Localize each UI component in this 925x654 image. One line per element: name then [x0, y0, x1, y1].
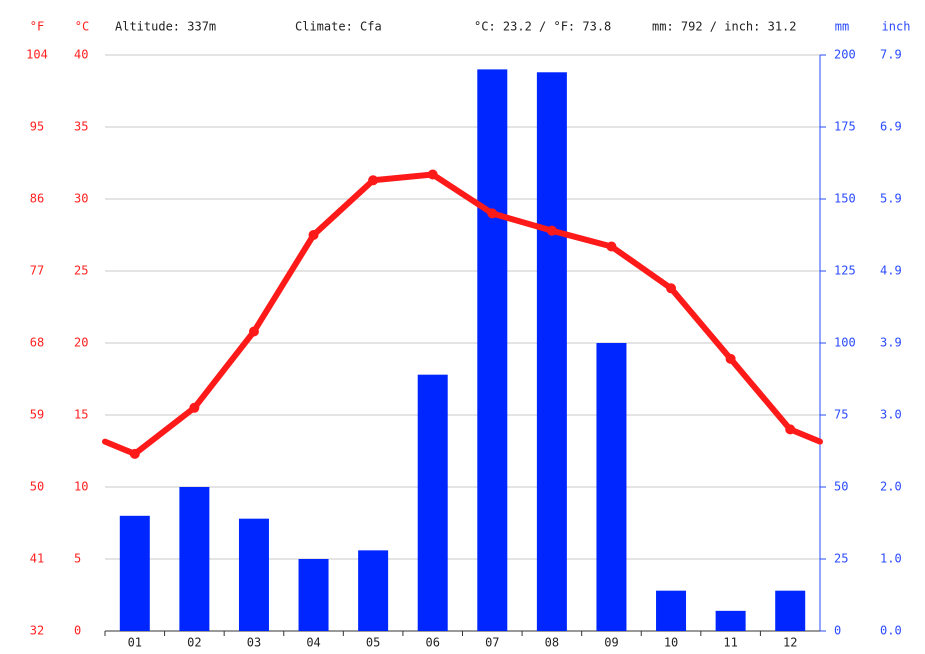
- f-tick-label: 86: [30, 192, 44, 206]
- precip-bar: [715, 610, 746, 631]
- inch-tick-label: 2.0: [880, 479, 902, 493]
- inch-tick-label: 4.9: [880, 264, 902, 278]
- temp-point: [368, 175, 379, 186]
- c-unit: °C: [75, 20, 89, 34]
- temp-point: [189, 402, 200, 413]
- x-tick-label: 10: [664, 636, 678, 650]
- x-tick-label: 06: [425, 636, 439, 650]
- x-tick-label: 07: [485, 636, 499, 650]
- x-tick-label: 09: [604, 636, 618, 650]
- temp-point: [725, 353, 736, 364]
- c-tick-label: 5: [74, 552, 81, 566]
- temp-point: [487, 208, 498, 219]
- x-tick-label: 08: [545, 636, 559, 650]
- f-tick-label: 32: [30, 624, 44, 638]
- precip-total: mm: 792 / inch: 31.2: [652, 20, 797, 34]
- f-tick-label: 104: [26, 48, 48, 62]
- c-tick-label: 25: [74, 264, 88, 278]
- f-unit: °F: [30, 20, 44, 34]
- precip-bar: [238, 518, 269, 631]
- inch-unit: inch: [882, 20, 911, 34]
- temp-edge: [787, 426, 823, 445]
- precip-bar: [536, 72, 567, 631]
- precip-bar: [656, 590, 687, 631]
- x-tick-label: 02: [187, 636, 201, 650]
- precip-bar: [119, 515, 150, 631]
- temp-point: [129, 448, 140, 459]
- x-tick-label: 12: [783, 636, 797, 650]
- inch-tick-label: 1.0: [880, 552, 902, 566]
- mm-tick-label: 25: [834, 552, 848, 566]
- precip-bar: [298, 559, 329, 631]
- f-tick-label: 59: [30, 408, 44, 422]
- f-tick-label: 68: [30, 336, 44, 350]
- temp-average: °C: 23.2 / °F: 73.8: [474, 20, 611, 34]
- precip-bar: [358, 550, 389, 631]
- inch-tick-label: 3.9: [880, 336, 902, 350]
- inch-tick-label: 0.0: [880, 624, 902, 638]
- precip-bar: [179, 487, 210, 631]
- f-tick-label: 95: [30, 120, 44, 134]
- c-tick-label: 35: [74, 120, 88, 134]
- temp-line: [132, 171, 793, 457]
- temp-edge: [102, 438, 138, 457]
- precip-bar: [596, 343, 627, 631]
- c-tick-label: 15: [74, 408, 88, 422]
- x-tick-label: 11: [723, 636, 737, 650]
- c-tick-label: 40: [74, 48, 88, 62]
- temp-point: [248, 326, 259, 337]
- x-tick-label: 05: [366, 636, 380, 650]
- c-tick-label: 10: [74, 480, 88, 494]
- inch-tick-label: 5.9: [880, 191, 902, 205]
- temp-point: [785, 424, 796, 435]
- f-tick-label: 77: [30, 264, 44, 278]
- temp-point: [546, 225, 557, 236]
- x-tick-label: 04: [306, 636, 320, 650]
- altitude: Altitude: 337m: [115, 20, 216, 34]
- mm-tick-label: 150: [834, 192, 856, 206]
- c-tick-label: 30: [74, 192, 88, 206]
- mm-tick-label: 200: [834, 48, 856, 62]
- temp-point: [606, 241, 617, 252]
- temp-point: [308, 230, 319, 240]
- mm-tick-label: 0: [834, 624, 841, 638]
- mm-unit: mm: [835, 20, 849, 34]
- x-tick-label: 01: [128, 636, 142, 650]
- inch-tick-label: 7.9: [880, 48, 902, 62]
- precip-bar: [775, 590, 806, 631]
- climate: Climate: Cfa: [295, 20, 382, 34]
- mm-tick-label: 75: [834, 408, 848, 422]
- precip-bar: [417, 374, 448, 631]
- f-tick-label: 50: [30, 480, 44, 494]
- mm-tick-label: 125: [834, 264, 856, 278]
- c-tick-label: 0: [74, 624, 81, 638]
- mm-tick-label: 175: [834, 120, 856, 134]
- inch-tick-label: 6.9: [880, 119, 902, 133]
- x-tick-label: 03: [247, 636, 261, 650]
- mm-tick-label: 50: [834, 480, 848, 494]
- c-tick-label: 20: [74, 336, 88, 350]
- temp-point: [427, 169, 438, 180]
- temp-point: [666, 283, 677, 294]
- f-tick-label: 41: [30, 552, 44, 566]
- mm-tick-label: 100: [834, 336, 856, 350]
- precip-bar: [477, 69, 508, 631]
- inch-tick-label: 3.0: [880, 407, 902, 421]
